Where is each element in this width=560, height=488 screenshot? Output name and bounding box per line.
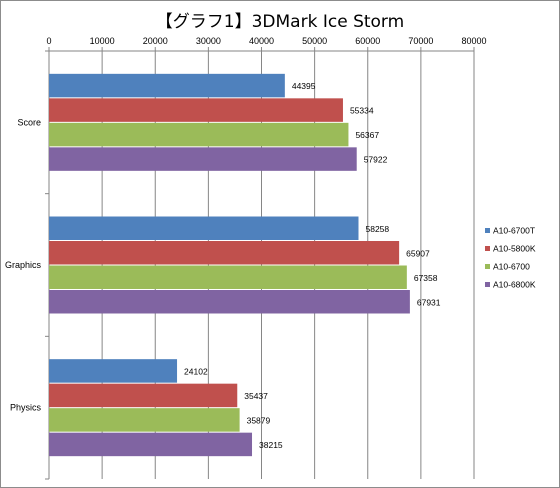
data-label-graphics-a10-6700t: 58258 [365,224,389,234]
data-label-score-a10-6700t: 44395 [292,81,316,91]
x-tick-label-4: 40000 [249,36,274,46]
bar-physics-a10-6700 [49,408,240,432]
bar-physics-a10-6700t [49,359,178,383]
legend-label-a10-6700t: A10-6700T [493,226,535,236]
x-tick-label-6: 60000 [355,36,380,46]
bar-score-a10-5800k [49,98,343,122]
data-label-physics-a10-6800k: 38215 [259,440,283,450]
x-tick-label-7: 70000 [408,36,433,46]
data-label-score-a10-6800k: 57922 [364,155,388,165]
category-label-graphics: Graphics [5,260,42,270]
bar-graphics-a10-5800k [49,241,400,265]
x-tick-label-2: 20000 [143,36,168,46]
x-tick-label-1: 10000 [90,36,115,46]
data-label-physics-a10-6700: 35879 [247,415,271,425]
bar-graphics-a10-6800k [49,290,410,314]
category-label-score: Score [17,117,41,127]
data-label-graphics-a10-6800k: 67931 [417,297,441,307]
x-tick-label-8: 80000 [461,36,486,46]
legend-swatch-a10-6700t [485,228,490,233]
bar-physics-a10-5800k [49,383,238,408]
bar-score-a10-6800k [49,147,357,171]
x-tick-label-0: 0 [46,36,51,46]
bar-score-a10-6700 [49,122,349,147]
chart-title: 【グラフ1】3DMark Ice Storm [155,12,405,32]
data-label-graphics-a10-6700: 67358 [414,273,438,283]
legend-swatch-a10-6800k [485,282,490,287]
legend-label-a10-5800k: A10-5800K [493,244,536,254]
data-label-score-a10-5800k: 55334 [350,106,374,116]
legend-swatch-a10-5800k [485,246,490,251]
data-label-physics-a10-5800k: 35437 [244,391,268,401]
category-label-physics: Physics [10,403,42,413]
legend-label-a10-6700: A10-6700 [493,262,530,272]
x-tick-label-3: 30000 [196,36,221,46]
data-label-score-a10-6700: 56367 [355,130,379,140]
legend-swatch-a10-6700 [485,264,490,269]
bar-physics-a10-6800k [49,432,253,457]
data-label-physics-a10-6700t: 24102 [184,366,208,376]
legend-label-a10-6800k: A10-6800K [493,280,536,290]
bar-score-a10-6700t [49,73,285,98]
x-tick-label-5: 50000 [302,36,327,46]
bar-graphics-a10-6700t [49,216,359,240]
bar-graphics-a10-6700 [49,265,407,289]
data-label-graphics-a10-5800k: 65907 [406,248,430,258]
